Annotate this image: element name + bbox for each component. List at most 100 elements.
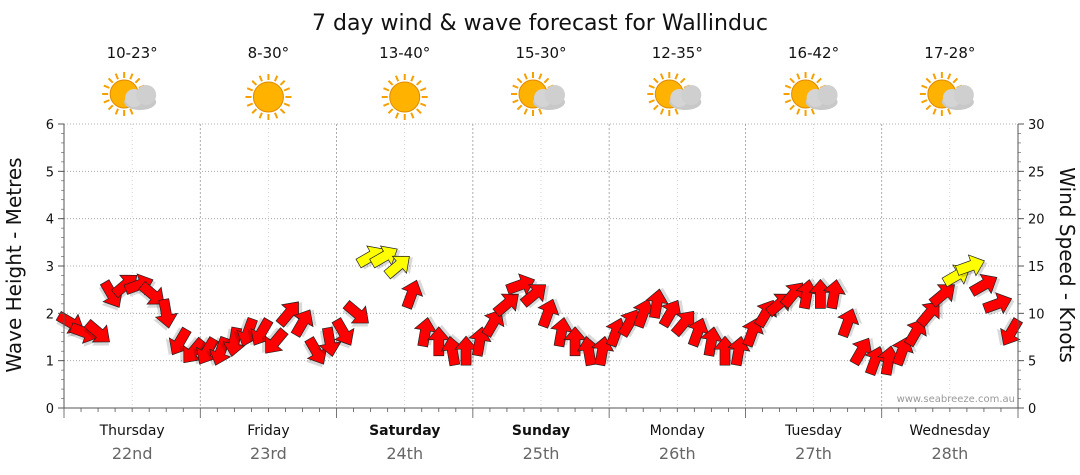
- sun-ray: [387, 108, 394, 114]
- wind-arrow-shape: [265, 327, 289, 354]
- wind-arrow-shape: [563, 326, 587, 357]
- day-name: Tuesday: [784, 423, 842, 439]
- cloud-part: [817, 85, 838, 105]
- day-date: 25th: [523, 444, 560, 463]
- day-date: 26th: [659, 444, 696, 463]
- sun-ray: [410, 112, 415, 119]
- day-temperature: 8-30°: [248, 44, 290, 62]
- wind-arrow: [481, 309, 508, 338]
- left-tick-label: 3: [46, 260, 54, 275]
- wind-arrow: [303, 336, 328, 368]
- sun-ray: [279, 108, 286, 114]
- wind-arrow-shape: [687, 317, 710, 348]
- wind-arrow-shape: [83, 318, 110, 343]
- sun-ray: [648, 99, 655, 104]
- wind-arrow: [687, 317, 713, 348]
- sun-ray: [932, 73, 937, 80]
- sun-ray: [114, 73, 119, 80]
- sun-ray: [674, 108, 679, 115]
- wind-arrow: [954, 254, 988, 278]
- wind-arrow-shape: [481, 309, 505, 338]
- day-labels: Thursday 22nd Friday 23rd Saturday 24th Sunday…: [99, 423, 991, 463]
- axes: 0 1 2 3 4 5 6 0 5 10 15 20 25 30: [46, 118, 1045, 418]
- sun-ray: [512, 84, 519, 89]
- wind-arrow: [401, 279, 427, 310]
- wind-arrow: [837, 307, 863, 339]
- wind-arrow: [342, 300, 369, 327]
- wind-arrow-shape: [138, 281, 165, 305]
- partly-cloudy-icon: [647, 72, 702, 116]
- wind-arrow-shape: [713, 335, 737, 366]
- sun-ray: [921, 84, 928, 89]
- sun-ray: [543, 77, 550, 84]
- wind-arrow: [275, 301, 303, 328]
- wind-arrow: [290, 309, 317, 338]
- day-date: 23rd: [250, 444, 287, 463]
- wind-arrow-shape: [550, 316, 574, 348]
- wind-arrow-shape: [342, 300, 369, 324]
- sun-ray: [932, 108, 937, 115]
- right-tick-label: 0: [1028, 402, 1036, 417]
- wind-arrow: [808, 277, 835, 309]
- wind-arrow: [645, 287, 672, 319]
- sunny-icon: [245, 74, 292, 120]
- sun-ray: [246, 102, 254, 107]
- cloud-part: [545, 85, 565, 105]
- day-date: 28th: [931, 444, 968, 463]
- sun-ray: [784, 99, 792, 104]
- sun-ray: [394, 112, 400, 119]
- wind-arrow-shape: [519, 284, 547, 308]
- sun-ray: [789, 77, 795, 84]
- sun-ray: [107, 77, 114, 84]
- right-tick-label: 10: [1028, 307, 1045, 322]
- right-tick-label: 25: [1028, 165, 1045, 180]
- wind-arrow: [658, 299, 685, 329]
- sun-ray: [394, 75, 400, 82]
- sun-ray: [383, 87, 390, 92]
- sun-ray: [512, 99, 519, 104]
- sun-ray: [410, 75, 415, 82]
- wind-arrow-shape: [916, 301, 940, 328]
- left-tick-label: 4: [46, 213, 54, 228]
- sun-ray: [246, 87, 254, 92]
- wind-arrow-shape: [645, 288, 669, 319]
- sun-ray: [653, 77, 659, 84]
- sun-ray: [947, 108, 952, 115]
- wind-arrow-shape: [440, 335, 464, 367]
- wind-arrow-shape: [537, 298, 560, 329]
- sun-ray: [283, 87, 291, 92]
- wind-arrow: [537, 298, 563, 329]
- left-tick-label: 0: [46, 402, 54, 417]
- wind-arrow: [413, 316, 440, 348]
- sun-disc: [389, 81, 421, 113]
- sun-ray: [274, 112, 279, 119]
- sun-ray: [796, 73, 801, 80]
- grid: [64, 123, 1018, 408]
- sun-ray: [134, 77, 141, 84]
- sun-ray: [674, 73, 679, 80]
- wind-arrow-shape: [658, 299, 682, 329]
- wind-arrow: [519, 284, 550, 309]
- day-name: Monday: [650, 423, 705, 439]
- wind-arrow: [492, 293, 522, 318]
- sun-ray: [538, 73, 543, 80]
- sun-ray: [523, 73, 528, 80]
- sun-ray: [283, 102, 291, 107]
- sun-ray: [925, 104, 932, 111]
- partly-cloudy-icon: [783, 72, 838, 116]
- sun-ray: [103, 84, 110, 89]
- left-tick-label: 2: [46, 307, 54, 322]
- wind-arrow: [440, 333, 466, 367]
- wind-arrow-shape: [290, 309, 314, 338]
- partly-cloudy-icon: [511, 72, 565, 116]
- wind-arrow: [928, 284, 958, 309]
- sun-ray: [103, 99, 110, 104]
- sun-ray: [387, 80, 394, 86]
- wind-arrow-shape: [700, 326, 724, 357]
- wind-arrow-shape: [837, 308, 860, 339]
- wind-arrow-shape: [1000, 317, 1023, 346]
- sun-ray: [925, 77, 932, 84]
- wind-arrow-shape: [877, 345, 901, 376]
- wind-arrow-shape: [413, 316, 438, 348]
